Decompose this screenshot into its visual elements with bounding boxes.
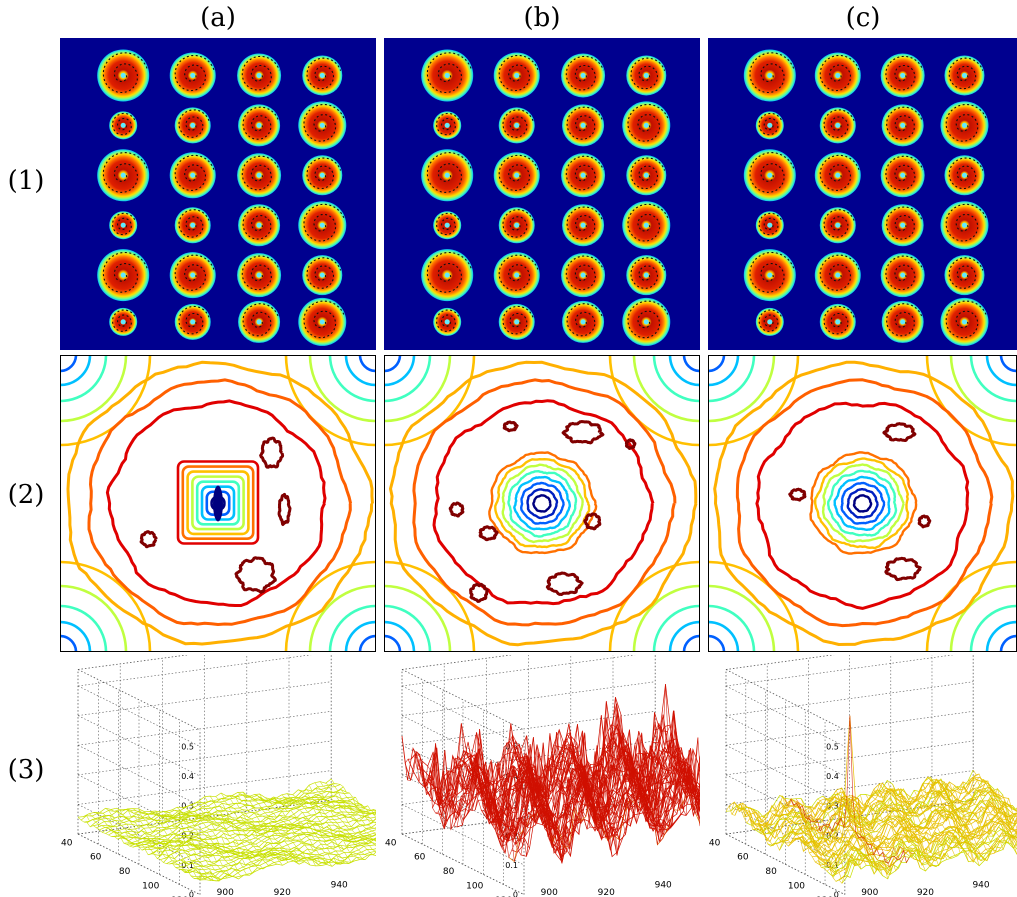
- x-tick-label: 900: [217, 888, 234, 897]
- y-tick-label: 100: [142, 881, 159, 891]
- y-tick-label: 80: [119, 867, 131, 877]
- z-tick-label: 0.5: [181, 742, 194, 751]
- surface-panel-c: 00.10.20.30.40.5406080100120900920940960…: [704, 655, 1017, 897]
- z-tick-label: 0: [189, 891, 194, 897]
- z-tick-label: 0.4: [826, 772, 839, 781]
- contour-panel-b: [384, 355, 700, 652]
- surface-plot-a: 00.10.20.30.40.5406080100120900920940960…: [61, 655, 376, 897]
- vortex-field-image-b: [384, 38, 700, 350]
- contour-plot-b: [384, 355, 700, 652]
- x-tick-label: 900: [541, 888, 558, 897]
- y-tick-label: 80: [443, 867, 455, 877]
- row-label-1: (1): [7, 166, 45, 196]
- z-tick-label: 0.3: [826, 802, 839, 811]
- y-tick-label: 120: [495, 896, 512, 897]
- column-label-a: (a): [200, 3, 236, 33]
- x-tick-label: 940: [972, 881, 989, 891]
- surface-panel-a: 00.10.20.30.40.5406080100120900920940960…: [56, 655, 376, 897]
- row-label-2: (2): [7, 480, 45, 510]
- z-tick-label: 0.4: [181, 772, 194, 781]
- x-tick-label: 920: [917, 888, 934, 897]
- contour-panel-c: [708, 355, 1017, 652]
- contour-plot-c: [708, 355, 1017, 652]
- vortex-field-panel-c: [708, 38, 1017, 350]
- y-tick-label: 60: [414, 853, 426, 863]
- y-tick-label: 40: [709, 838, 721, 848]
- x-tick-label: 920: [598, 888, 615, 897]
- surface-plot-c: 00.10.20.30.40.5406080100120900920940960…: [709, 655, 1017, 897]
- column-label-b: (b): [523, 3, 561, 33]
- x-tick-label: 900: [861, 888, 878, 897]
- z-tick-label: 0: [834, 891, 839, 897]
- x-tick-label: 920: [274, 888, 291, 897]
- y-tick-label: 60: [90, 853, 102, 863]
- surface-panel-b: 00.10.20.30.40.5406080100120900920940960…: [380, 655, 700, 897]
- y-tick-label: 120: [171, 896, 188, 897]
- x-tick-label: 940: [331, 881, 348, 891]
- y-tick-label: 100: [788, 881, 805, 891]
- z-tick-label: 0: [513, 891, 518, 897]
- y-tick-label: 40: [385, 838, 397, 848]
- y-tick-label: 100: [466, 881, 483, 891]
- contour-panel-a: [60, 355, 376, 652]
- row-label-3: (3): [7, 755, 45, 785]
- y-tick-label: 80: [765, 867, 777, 877]
- vortex-field-panel-b: [384, 38, 700, 350]
- contour-plot-a: [60, 355, 376, 652]
- z-tick-label: 0.5: [826, 742, 839, 751]
- z-tick-label: 0.1: [505, 861, 518, 870]
- vortex-field-panel-a: [60, 38, 376, 350]
- vortex-field-image-a: [60, 38, 376, 350]
- surface-plot-b: 00.10.20.30.40.5406080100120900920940960…: [385, 655, 700, 897]
- z-tick-label: 0.5: [505, 742, 518, 751]
- y-tick-label: 40: [61, 838, 73, 848]
- x-tick-label: 940: [655, 881, 672, 891]
- vortex-field-image-c: [708, 38, 1017, 350]
- y-tick-label: 60: [737, 853, 749, 863]
- column-label-c: (c): [845, 3, 881, 33]
- y-tick-label: 120: [816, 896, 833, 897]
